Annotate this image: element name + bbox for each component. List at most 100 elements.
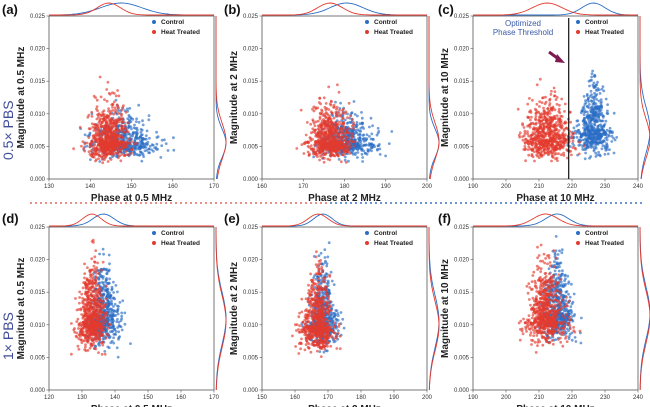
scatter-point bbox=[100, 274, 104, 278]
scatter-point bbox=[116, 290, 119, 294]
scatter-point bbox=[117, 106, 120, 110]
scatter-point bbox=[346, 121, 350, 124]
scatter-point bbox=[89, 273, 92, 277]
scatter-point bbox=[309, 144, 313, 148]
scatter-point bbox=[571, 142, 575, 145]
scatter-point bbox=[120, 108, 124, 112]
scatter-point bbox=[365, 133, 369, 137]
scatter-point bbox=[83, 133, 87, 137]
scatter-point bbox=[539, 122, 542, 126]
scatter-point bbox=[364, 139, 368, 142]
scatter-point bbox=[516, 107, 520, 111]
scatter-point bbox=[597, 150, 600, 154]
scatter-point bbox=[543, 151, 547, 155]
scatter-point bbox=[112, 336, 115, 340]
scatter-point bbox=[322, 350, 326, 354]
x-tick-label: 240 bbox=[633, 184, 644, 190]
scatter-point bbox=[591, 83, 595, 87]
scatter-point bbox=[541, 118, 545, 122]
scatter-point bbox=[336, 153, 339, 157]
scatter-point bbox=[600, 100, 603, 104]
scatter-point bbox=[322, 134, 326, 137]
y-tick-label: 0.000 bbox=[30, 388, 46, 394]
scatter-point bbox=[85, 318, 89, 321]
scatter-point bbox=[312, 155, 315, 159]
scatter-point bbox=[110, 288, 114, 292]
scatter-point bbox=[551, 118, 554, 122]
scatter-point bbox=[116, 152, 120, 156]
scatter-point bbox=[600, 111, 604, 115]
scatter-point bbox=[76, 344, 80, 348]
scatter-point bbox=[97, 121, 101, 124]
scatter-point bbox=[570, 153, 573, 157]
scatter-point bbox=[599, 98, 603, 101]
scatter-point bbox=[542, 109, 546, 113]
scatter-point bbox=[107, 269, 111, 273]
scatter-point bbox=[340, 127, 343, 130]
scatter-point bbox=[92, 134, 96, 138]
scatter-point bbox=[358, 138, 362, 142]
scatter-point bbox=[529, 118, 532, 122]
scatter-point bbox=[562, 154, 566, 157]
scatter-point bbox=[94, 278, 98, 282]
scatter-point bbox=[113, 142, 117, 146]
scatter-point bbox=[79, 321, 82, 325]
scatter-point bbox=[592, 102, 596, 105]
scatter-point bbox=[132, 153, 136, 157]
scatter-point bbox=[78, 125, 82, 129]
scatter-point bbox=[546, 142, 550, 146]
scatter-point bbox=[602, 124, 606, 127]
scatter-point bbox=[116, 326, 120, 329]
scatter-point bbox=[545, 144, 549, 148]
scatter-point bbox=[585, 93, 589, 96]
scatter-point bbox=[122, 104, 125, 108]
scatter-point bbox=[582, 95, 586, 98]
scatter-point bbox=[551, 138, 555, 141]
scatter-point bbox=[91, 273, 94, 276]
scatter-point bbox=[93, 123, 97, 127]
scatter-point bbox=[91, 289, 95, 293]
panel-a: (a)130 140 150 160 1700.0000.0050.0100.0150.… bbox=[2, 2, 227, 204]
scatter-point bbox=[316, 131, 320, 135]
scatter-point bbox=[354, 130, 358, 134]
scatter-point bbox=[596, 124, 600, 128]
scatter-point bbox=[558, 147, 562, 151]
scatter-point bbox=[600, 126, 603, 129]
scatter-point bbox=[96, 335, 99, 339]
scatter-point bbox=[541, 140, 544, 143]
scatter-point bbox=[92, 241, 95, 244]
scatter-point bbox=[337, 158, 341, 161]
scatter-point bbox=[334, 124, 338, 128]
scatter-point bbox=[102, 303, 106, 307]
scatter-point bbox=[557, 110, 561, 113]
scatter-point bbox=[360, 149, 364, 152]
panel-letter: (a) bbox=[2, 2, 18, 17]
scatter-point bbox=[84, 287, 88, 290]
scatter-point bbox=[98, 286, 102, 290]
scatter-point bbox=[110, 317, 113, 321]
scatter-point bbox=[339, 113, 342, 117]
scatter-point bbox=[317, 254, 321, 257]
scatter-point bbox=[113, 302, 117, 306]
scatter-point bbox=[318, 135, 322, 139]
scatter-point bbox=[100, 328, 104, 332]
scatter-point bbox=[569, 120, 572, 124]
scatter-point bbox=[540, 101, 544, 104]
scatter-point bbox=[323, 105, 327, 109]
scatter-point bbox=[104, 123, 108, 127]
scatter-point bbox=[164, 142, 168, 146]
scatter-point bbox=[112, 144, 115, 148]
scatter-point bbox=[361, 156, 365, 159]
scatter-point bbox=[350, 111, 353, 115]
scatter-point bbox=[605, 142, 609, 146]
scatter-point bbox=[533, 159, 536, 163]
scatter-points bbox=[291, 241, 346, 358]
scatter-point bbox=[107, 333, 110, 337]
scatter-point bbox=[111, 320, 115, 324]
scatter-point bbox=[122, 120, 125, 124]
scatter-point bbox=[112, 341, 116, 345]
scatter-point bbox=[87, 136, 91, 140]
scatter-point bbox=[94, 290, 97, 294]
scatter-point bbox=[103, 352, 107, 356]
scatter-point bbox=[551, 154, 554, 158]
